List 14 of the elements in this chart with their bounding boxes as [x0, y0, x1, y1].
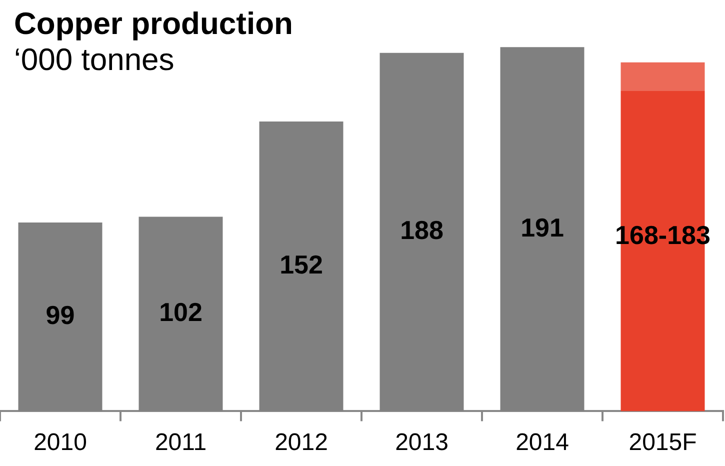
x-tick-label: 2013	[395, 429, 448, 456]
x-tick-label: 2014	[516, 429, 569, 456]
data-label: 152	[280, 250, 323, 280]
bar	[620, 62, 705, 91]
x-tick-label: 2011	[154, 429, 207, 456]
x-tick-label: 2015F	[628, 429, 697, 456]
x-tick-label: 2012	[274, 429, 328, 456]
x-tick-label: 2010	[34, 429, 87, 456]
data-label: 102	[159, 297, 202, 328]
data-label: 99	[46, 300, 75, 330]
chart-title: Copper production	[14, 6, 293, 42]
data-label: 188	[400, 215, 444, 246]
data-label: 191	[520, 212, 564, 242]
chart-subtitle: ‘000 tonnes	[14, 42, 176, 78]
